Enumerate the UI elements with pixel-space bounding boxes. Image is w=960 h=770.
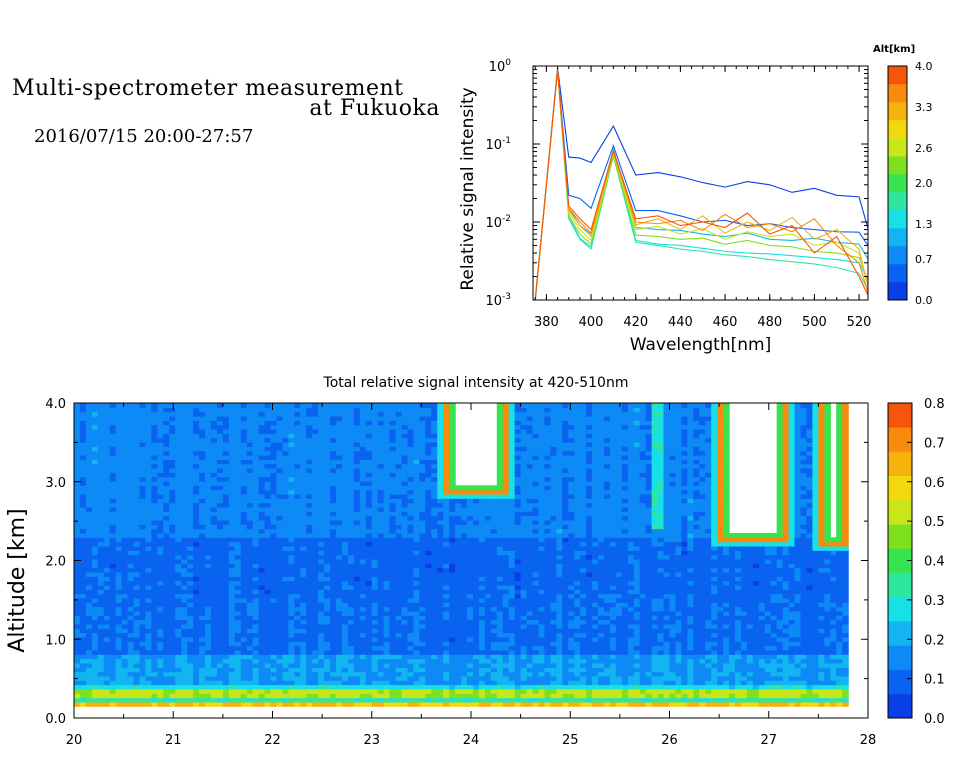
spectrum-line-9: [534, 69, 868, 300]
spectrum-colorbar-tick-2: 1.3: [915, 218, 933, 231]
spectrum-line-5: [534, 69, 868, 300]
spectrum-colorbar-swatch-9: [888, 120, 907, 139]
heatmap-xtick-label-5: 25: [562, 733, 579, 748]
heatmap-xtick-label-7: 27: [760, 733, 777, 748]
heatmap-ylabel: Altitude [km]: [5, 508, 30, 652]
spectrum-frame: [532, 65, 869, 301]
spectrum-ytick-label-1: 10-2: [485, 214, 511, 231]
heatmap-xtick-label-1: 21: [165, 733, 182, 748]
spectrum-line-6: [534, 69, 868, 300]
heatmap-colorbar-swatch-9: [888, 475, 912, 501]
heatmap-colorbar-swatch-3: [888, 621, 912, 646]
heatmap-xtick-label-8: 28: [860, 733, 877, 748]
heatmap-ytick-label-2: 2.0: [45, 555, 66, 570]
spectrum-line-0: [534, 67, 868, 300]
spectrum-xtick-label-5: 480: [757, 315, 782, 330]
heatmap-colorbar-swatch-1: [888, 669, 912, 695]
spectrum-xtick-label-1: 400: [579, 315, 604, 330]
spectrum-line-2: [534, 69, 868, 300]
spectrum-colorbar-tick-3: 2.0: [915, 177, 933, 190]
spectrum-colorbar-swatch-3: [888, 228, 907, 247]
heatmap-colorbar-swatch-12: [888, 403, 912, 428]
spectrum-xlabel: Wavelength[nm]: [630, 335, 771, 355]
spectrum-ytick-label-3: 100: [489, 58, 512, 75]
spectrum-colorbar-tick-0: 0.0: [915, 294, 933, 307]
heatmap-colorbar-tick-5: 0.5: [924, 515, 945, 530]
spectrum-colorbar-swatch-11: [888, 84, 907, 103]
spectrum-colorbar-swatch-10: [888, 102, 907, 121]
spectrum-colorbar-tick-1: 0.7: [915, 253, 933, 266]
spectrum-line-3: [534, 69, 868, 300]
spectrum-line-8: [534, 69, 868, 300]
spectrum-colorbar-tick-5: 3.3: [915, 101, 933, 114]
heatmap-colorbar-swatch-10: [888, 451, 912, 476]
spectrum-colorbar-swatch-0: [888, 282, 907, 301]
spectrum-colorbar-swatch-1: [888, 264, 907, 283]
measurement-datetime: 2016/07/15 20:00-27:57: [34, 126, 254, 147]
heatmap-colorbar-tick-6: 0.6: [924, 476, 945, 491]
heatmap-colorbar-swatch-4: [888, 596, 912, 622]
heatmap-colorbar-swatch-0: [888, 693, 912, 719]
heatmap-xtick-label-0: 20: [66, 733, 83, 748]
heatmap-colorbar-tick-3: 0.3: [924, 594, 945, 609]
heatmap-colorbar-swatch-2: [888, 645, 912, 670]
heatmap-xtick-label-3: 23: [363, 733, 380, 748]
spectrum-ylabel: Relative signal intensity: [458, 87, 478, 290]
heatmap-ytick-label-0: 0.0: [45, 712, 66, 727]
heatmap-xtick-label-2: 22: [264, 733, 281, 748]
heatmap-colorbar-tick-4: 0.4: [924, 555, 945, 570]
spectrum-colorbar-swatch-12: [888, 66, 907, 85]
spectrum-xtick-label-2: 420: [623, 315, 648, 330]
heatmap-cells: [74, 403, 849, 707]
spectrum-colorbar-label: Alt[km]: [873, 44, 915, 55]
spectrum-colorbar-tick-4: 2.6: [915, 142, 933, 155]
spectrum-ytick-label-2: 10-1: [485, 136, 511, 153]
heatmap-colorbar-swatch-7: [888, 524, 912, 549]
spectrum-colorbar-swatch-4: [888, 210, 907, 229]
heatmap-xtick-label-4: 24: [463, 733, 480, 748]
spectrum-xtick-label-6: 500: [802, 315, 827, 330]
spectrum-colorbar-frame: [887, 65, 908, 301]
spectrum-ytick-label-0: 10-3: [485, 292, 511, 309]
altitude-heatmap-chart: Total relative signal intensity at 420-5…: [5, 375, 945, 748]
heatmap-xtick-label-6: 26: [661, 733, 678, 748]
spectrum-xtick-label-4: 460: [713, 315, 738, 330]
spectrum-lines: [534, 67, 868, 300]
spectrum-line-4: [534, 69, 868, 300]
spectrum-colorbar-swatch-6: [888, 174, 907, 193]
spectrum-xtick-label-0: 380: [534, 315, 559, 330]
heatmap-colorbar-tick-8: 0.8: [924, 397, 945, 412]
heatmap-title: Total relative signal intensity at 420-5…: [323, 375, 629, 391]
spectrum-colorbar-swatch-7: [888, 156, 907, 175]
spectrum-xtick-label-7: 520: [847, 315, 872, 330]
spectrum-line-1: [534, 68, 868, 300]
spectrum-colorbar-swatch-8: [888, 138, 907, 157]
spectrum-colorbar-swatch-5: [888, 192, 907, 211]
figure-title-line1: Multi-spectrometer measurement: [12, 76, 404, 101]
spectrum-line-7: [534, 69, 868, 300]
spectrum-chart: 380 400 420 440 460 480 500 520 10-3 10-2 10-1 100 W…: [458, 44, 933, 355]
spectrum-xtick-label-3: 440: [668, 315, 693, 330]
heatmap-colorbar-swatch-8: [888, 499, 912, 525]
heatmap-ytick-label-3: 3.0: [45, 476, 66, 491]
spectrum-colorbar-tick-6: 4.0: [915, 60, 933, 73]
heatmap-colorbar-tick-2: 0.2: [924, 633, 945, 648]
heatmap-ytick-label-1: 1.0: [45, 633, 66, 648]
heatmap-colorbar-tick-7: 0.7: [924, 436, 945, 451]
spectrum-colorbar-swatch-2: [888, 246, 907, 265]
figure-title-line2: at Fukuoka: [309, 96, 440, 121]
heatmap-colorbar-tick-1: 0.1: [924, 673, 945, 688]
heatmap-ytick-label-4: 4.0: [45, 397, 66, 412]
heatmap-colorbar-tick-0: 0.0: [924, 712, 945, 727]
heatmap-colorbar-swatch-5: [888, 572, 912, 598]
heatmap-colorbar-swatch-11: [888, 427, 912, 452]
